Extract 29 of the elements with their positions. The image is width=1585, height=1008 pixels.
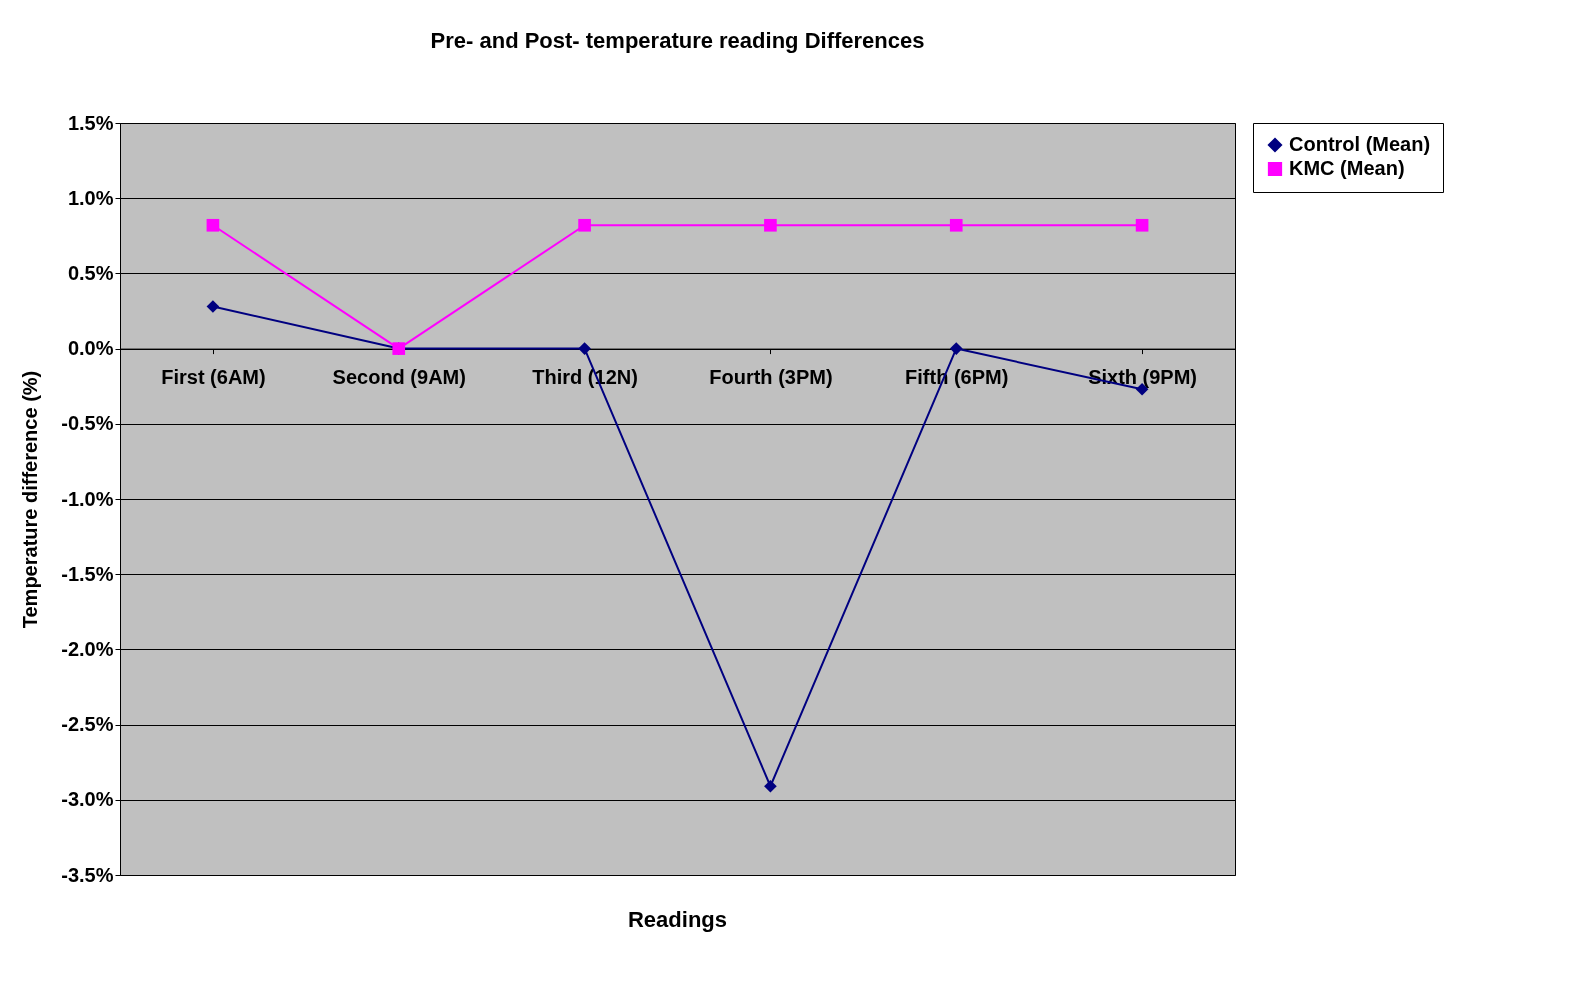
point bbox=[206, 300, 220, 313]
y-tick-label: -0.5% bbox=[61, 412, 114, 435]
legend-label: Control (Mean) bbox=[1289, 133, 1431, 155]
point bbox=[949, 342, 963, 355]
y-tick-label: -1.5% bbox=[61, 562, 114, 585]
point bbox=[578, 218, 591, 232]
legend-label: KMC (Mean) bbox=[1289, 157, 1405, 179]
x-tick-label: First (6AM) bbox=[161, 366, 266, 389]
x-axis-title: Readings bbox=[627, 907, 728, 932]
chart-title: Pre- and Post- temperature reading Differences bbox=[430, 28, 925, 53]
y-tick-label: 0.0% bbox=[67, 337, 114, 360]
point bbox=[1135, 218, 1149, 232]
x-tick-label: Fourth (3PM) bbox=[709, 366, 833, 389]
y-tick-label: -3.0% bbox=[61, 788, 114, 811]
point bbox=[949, 218, 963, 232]
y-tick-label: 1.0% bbox=[67, 186, 114, 209]
point bbox=[206, 218, 220, 232]
point bbox=[578, 342, 591, 355]
x-tick-label: Sixth (9PM) bbox=[1088, 366, 1198, 389]
y-tick-label: 1.5% bbox=[67, 111, 114, 134]
point bbox=[764, 779, 777, 793]
x-tick-label: Second (9AM) bbox=[332, 366, 466, 389]
y-axis-title: Temperature difference (%) bbox=[19, 370, 42, 629]
y-tick-label: 0.5% bbox=[67, 261, 114, 284]
y-tick-label: -2.0% bbox=[61, 637, 114, 660]
point bbox=[764, 218, 777, 232]
y-tick-label: -3.5% bbox=[61, 863, 114, 886]
y-tick-label: -2.5% bbox=[61, 713, 114, 736]
y-tick-label: -1.0% bbox=[61, 487, 114, 510]
